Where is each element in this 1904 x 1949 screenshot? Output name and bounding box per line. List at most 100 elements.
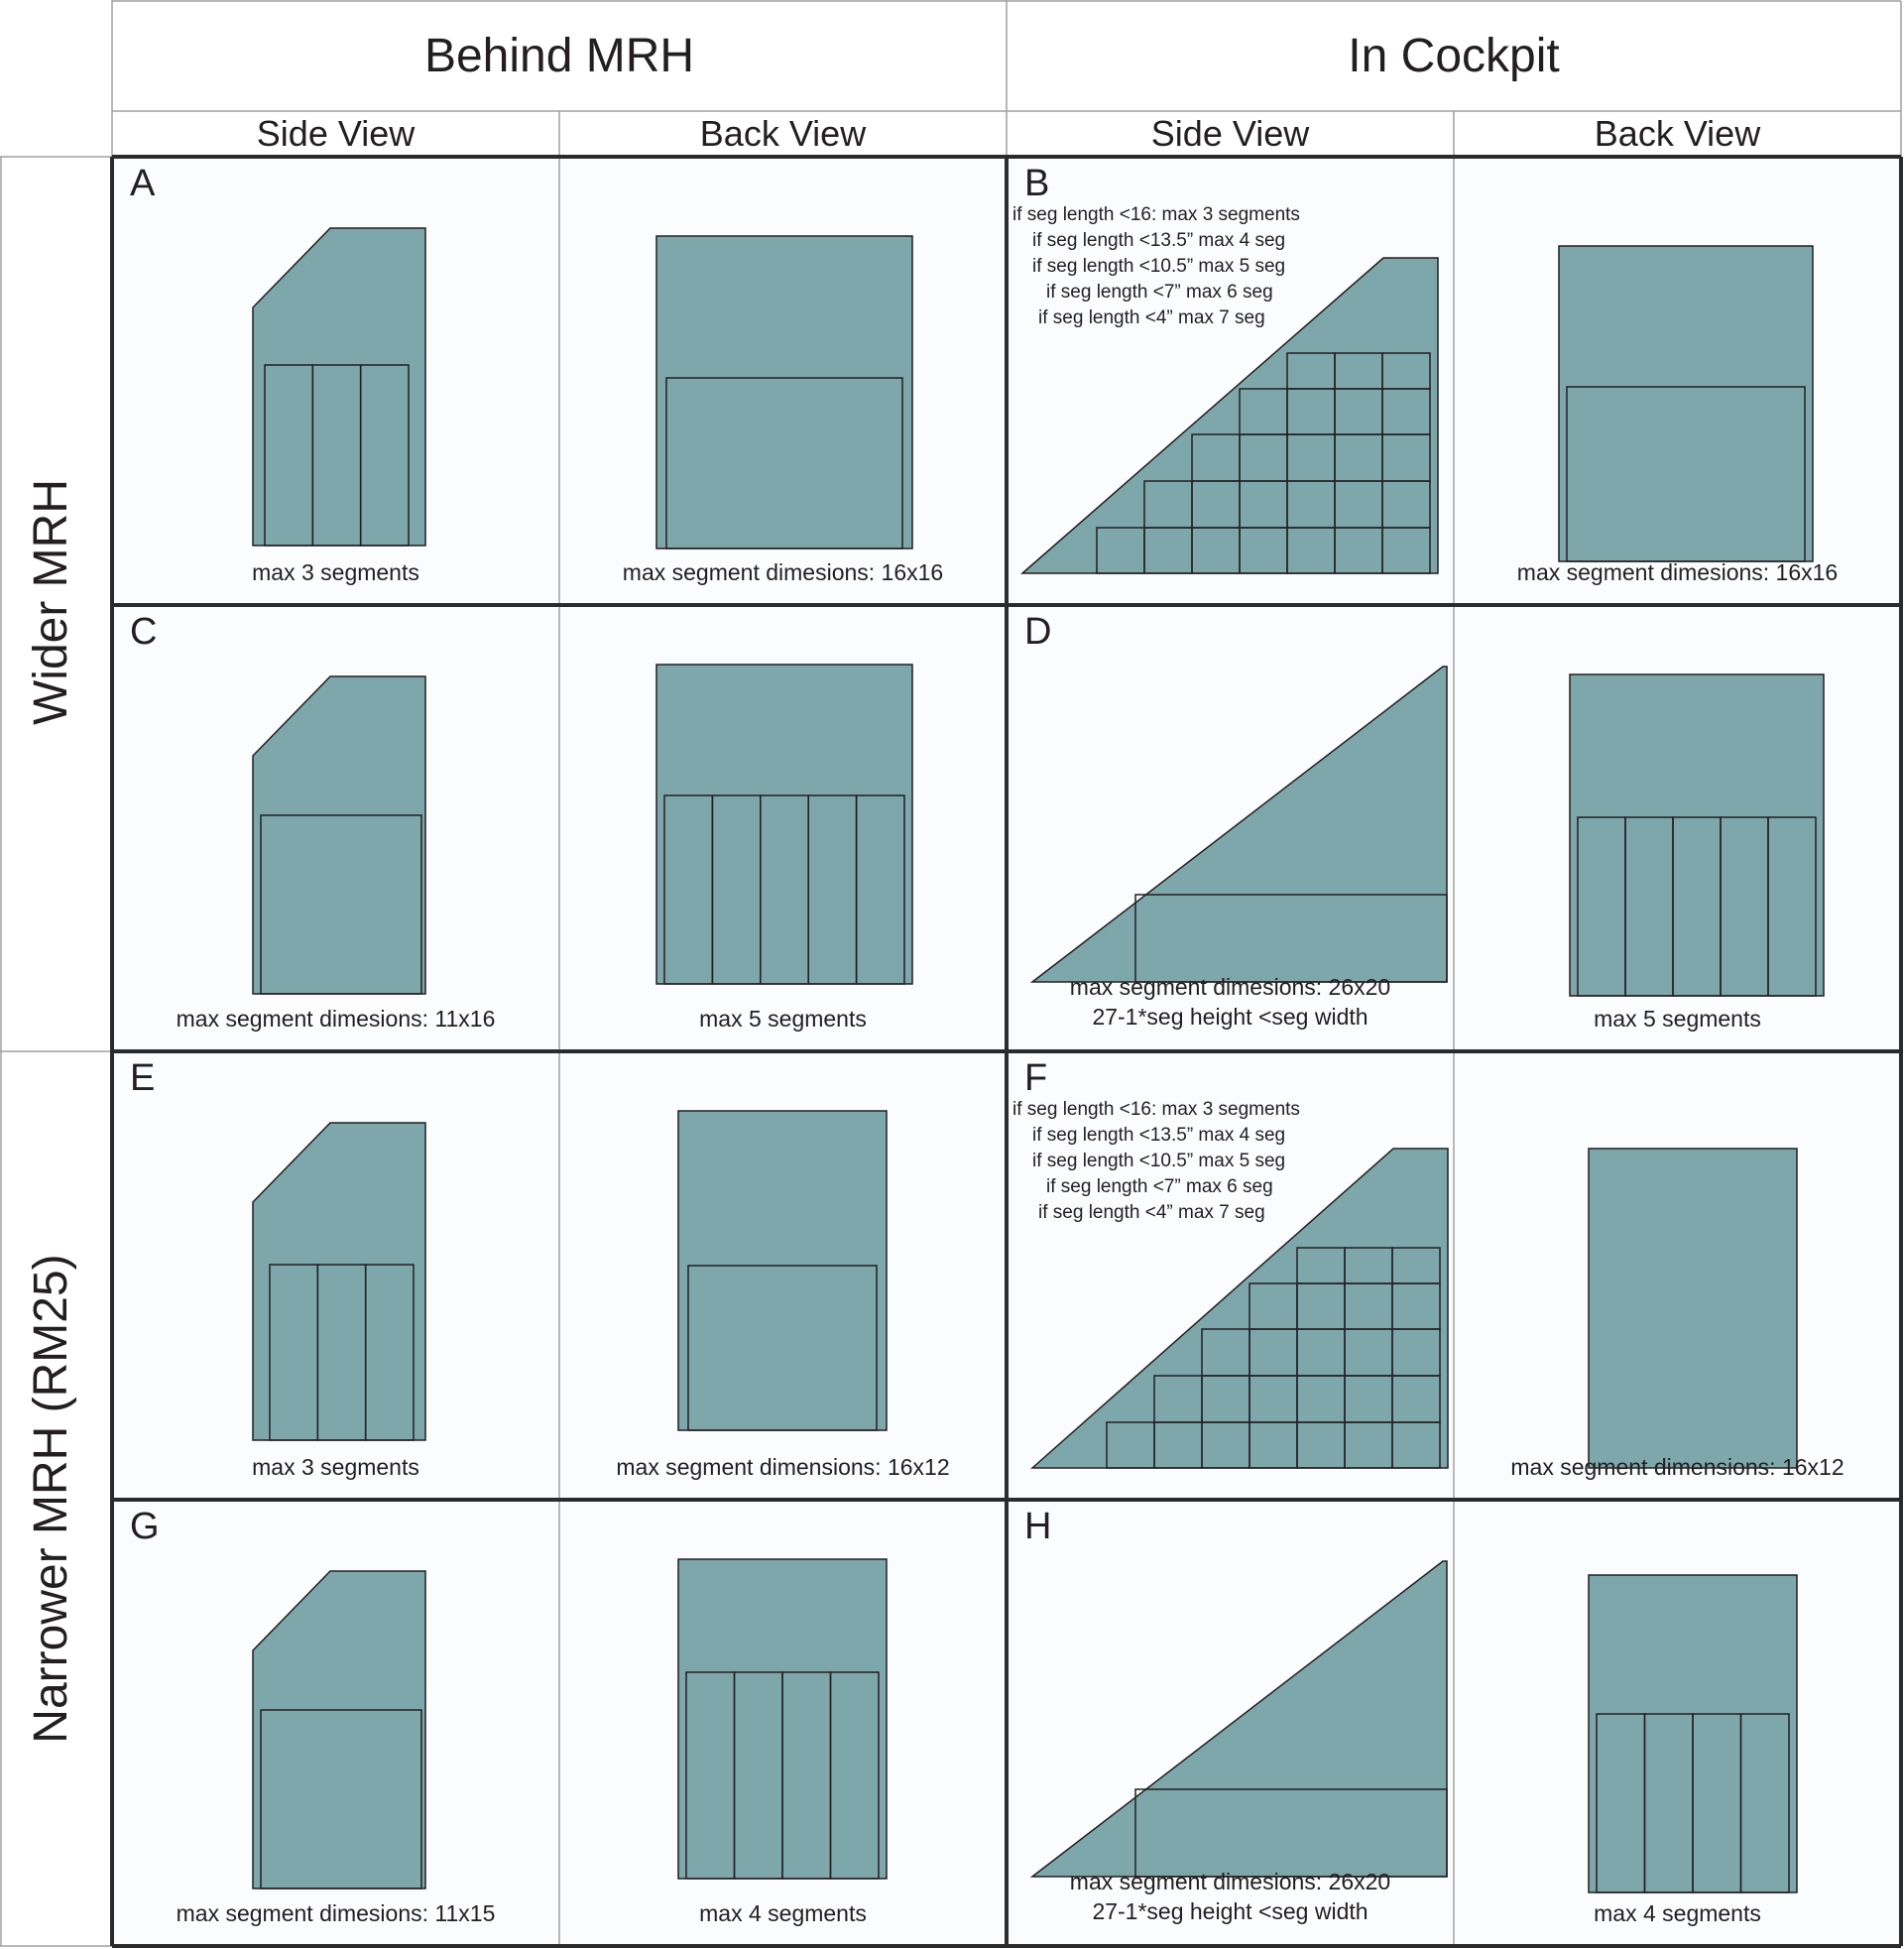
segment [687, 1265, 878, 1431]
segment [1201, 1328, 1250, 1377]
segment [1106, 1421, 1155, 1469]
panel-drawing [1588, 1148, 1798, 1469]
segment [364, 1264, 415, 1441]
subheader-behind-side-view: Side View [256, 113, 416, 154]
panel-caption: max 4 segments [699, 1900, 867, 1926]
panel-letter: A [130, 163, 156, 204]
panel-letter: C [130, 611, 158, 653]
panel-drawing [1029, 1560, 1448, 1878]
bag-outline [252, 675, 426, 995]
segment [1249, 1282, 1298, 1330]
panel-drawing [677, 1110, 888, 1431]
panel-drawing [1558, 245, 1814, 562]
panel-c-back: max 5 segments [561, 607, 1005, 1049]
subheader-behind-back-view: Back View [699, 113, 867, 154]
segment [1739, 1713, 1790, 1893]
constraint-note: if seg length <13.5” max 4 seg [1032, 1125, 1286, 1146]
subheader-cockpit-back-view: Back View [1594, 113, 1761, 154]
panel-g-back: max 4 segments [561, 1502, 1005, 1944]
panel-d-back: max 5 segments [1456, 607, 1899, 1049]
segment [260, 1709, 422, 1889]
segment [1134, 894, 1448, 983]
panel-drawing [252, 227, 426, 547]
panel-drawing [1569, 673, 1825, 997]
panel-caption: max 4 segments [1594, 1900, 1761, 1926]
bag-outline [252, 1122, 426, 1441]
panel-caption: max 5 segments [699, 1006, 867, 1032]
bag-outline [252, 227, 426, 547]
panel-drawing [655, 664, 913, 985]
panel-caption: max 3 segments [252, 559, 419, 585]
panel-caption: max 3 segments [252, 1454, 419, 1480]
panel-h-back: max 4 segments [1456, 1502, 1899, 1944]
constraint-note: if seg length <10.5” max 5 seg [1032, 256, 1286, 277]
panel-drawing [677, 1558, 888, 1880]
panel-letter: D [1024, 611, 1052, 653]
segment [1566, 386, 1806, 562]
panel-letter: E [130, 1057, 156, 1099]
panel-caption: max segment dimesions: 26x20 [1069, 974, 1391, 1000]
segment [260, 814, 422, 995]
constraint-note: if seg length <7” max 6 seg [1046, 282, 1273, 303]
constraint-note: if seg length <10.5” max 5 seg [1032, 1151, 1286, 1171]
segment [359, 364, 410, 547]
constraint-note: if seg length <4” max 7 seg [1038, 1202, 1265, 1223]
segment [1286, 352, 1336, 390]
panel-caption: max segment dimesions: 16x16 [622, 559, 944, 585]
panel-letter: G [130, 1506, 160, 1547]
bag-outline [1029, 666, 1448, 983]
panel-drawing [1020, 257, 1439, 574]
panel-caption: max segment dimensions: 16x12 [616, 1454, 950, 1480]
panel-letter: B [1024, 163, 1050, 204]
segment [1296, 1247, 1346, 1284]
panel-letter: F [1024, 1057, 1048, 1099]
panel-drawing [252, 1570, 426, 1889]
panel-e-back: max segment dimensions: 16x12 [561, 1053, 1005, 1498]
panel-caption: max 5 segments [1594, 1006, 1761, 1032]
segment [1143, 480, 1193, 529]
column-group-in-cockpit: In Cockpit [1348, 29, 1560, 82]
panel-drawing [655, 235, 913, 549]
panel-drawing [252, 675, 426, 995]
bag-outline [655, 664, 913, 985]
bag-outline [655, 235, 913, 549]
constraint-note: if seg length <16: max 3 segments [1012, 1099, 1300, 1120]
panel-caption: max segment dimesions: 11x15 [176, 1900, 496, 1926]
segment [1096, 527, 1145, 574]
column-group-behind-mrh: Behind MRH [423, 29, 695, 82]
segment [1134, 1788, 1448, 1878]
segment [829, 1671, 880, 1880]
panel-drawing [252, 1122, 426, 1441]
panel-caption: max segment dimesions: 16x16 [1516, 559, 1839, 585]
panel-f-back: max segment dimensions: 16x12 [1456, 1053, 1899, 1498]
panel-b-back: max segment dimesions: 16x16 [1456, 159, 1899, 603]
constraint-note: if seg length <4” max 7 seg [1038, 307, 1265, 328]
bag-outline [1029, 1560, 1448, 1878]
panel-drawing [1588, 1574, 1798, 1893]
constraint-note: if seg length <7” max 6 seg [1046, 1176, 1273, 1197]
segment [1767, 816, 1817, 997]
bag-outline [1569, 673, 1825, 997]
constraint-note: if seg length <13.5” max 4 seg [1032, 230, 1286, 251]
subheader-cockpit-side-view: Side View [1150, 113, 1310, 154]
segment [1153, 1375, 1203, 1423]
bag-outline [1558, 245, 1814, 562]
panel-drawing [1030, 1148, 1449, 1469]
segment [855, 794, 905, 985]
bag-outline [677, 1110, 888, 1431]
panel-caption: max segment dimesions: 11x16 [176, 1006, 496, 1032]
row-group-narrower-mrh: Narrower MRH (RM25) [24, 1254, 77, 1744]
panel-caption: 27-1*seg height <seg width [1092, 1004, 1368, 1030]
panel-caption: 27-1*seg height <seg width [1092, 1898, 1368, 1924]
constraint-note: if seg length <16: max 3 segments [1012, 204, 1300, 225]
segment [1239, 388, 1288, 435]
